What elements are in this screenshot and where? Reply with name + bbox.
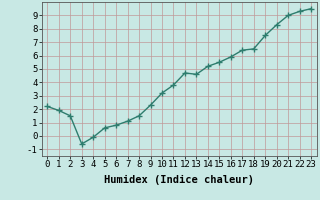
X-axis label: Humidex (Indice chaleur): Humidex (Indice chaleur) [104,175,254,185]
